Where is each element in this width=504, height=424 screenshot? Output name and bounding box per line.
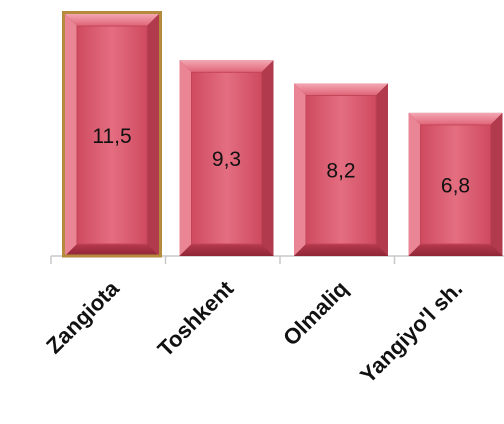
bar-bevel-right [490,112,503,256]
x-tick-labels: Zangiota Toshkent Olmaliq Yangiyo'l sh. [41,275,467,388]
bar-bevel-bottom [408,244,503,256]
bar-face [305,94,377,245]
bar-bevel-right [261,60,274,256]
bar-highlight-border [62,11,162,258]
bar-bevel-top [179,60,274,73]
bar-bevel-top [408,112,503,125]
value-labels: 11,5 9,3 8,2 6,8 [92,125,470,197]
bar-bevel-left [65,14,77,256]
x-tick-label: Zangiota [41,275,124,358]
bar-value-label: 11,5 [92,125,131,148]
x-tick-label: Yangiyo'l sh. [355,276,467,388]
bar [294,83,388,256]
bar-value-label: 8,2 [326,160,355,183]
bar-bevel-left [408,112,421,256]
bar-bevel-bottom [65,244,159,256]
bar-face [76,25,148,245]
bar-bevel-top [65,14,159,26]
bar-bevel-bottom [179,244,274,256]
bar-face [191,71,262,245]
bar-value-label: 9,3 [212,148,241,171]
bar [62,11,162,258]
bar-bevel-bottom [294,244,388,256]
bar-bevel-right [376,83,388,256]
x-tick-label: Olmaliq [278,276,353,351]
bars [62,11,503,258]
x-tick-label: Toshkent [153,275,239,361]
bar-bevel-left [179,60,192,256]
bar [179,60,274,256]
bar-value-label: 6,8 [441,174,470,197]
bar [408,112,503,256]
bar-bevel-left [294,83,306,256]
bar-face [420,124,491,245]
bar-bevel-top [294,83,388,96]
bar-bevel-right [147,14,159,256]
